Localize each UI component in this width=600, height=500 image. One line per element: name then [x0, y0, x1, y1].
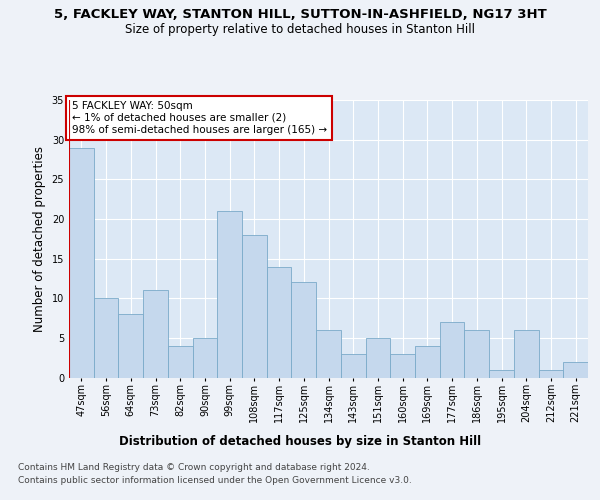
Bar: [242, 235, 267, 378]
Text: Distribution of detached houses by size in Stanton Hill: Distribution of detached houses by size …: [119, 435, 481, 448]
Text: 5 FACKLEY WAY: 50sqm
← 1% of detached houses are smaller (2)
98% of semi-detache: 5 FACKLEY WAY: 50sqm ← 1% of detached ho…: [71, 102, 327, 134]
Text: Contains HM Land Registry data © Crown copyright and database right 2024.: Contains HM Land Registry data © Crown c…: [18, 462, 370, 471]
Bar: [292, 282, 316, 378]
Bar: [341, 354, 365, 378]
Bar: [390, 354, 415, 378]
Bar: [193, 338, 217, 378]
Bar: [118, 314, 143, 378]
Bar: [217, 211, 242, 378]
Bar: [94, 298, 118, 378]
Bar: [440, 322, 464, 378]
Bar: [464, 330, 489, 378]
Bar: [316, 330, 341, 378]
Bar: [168, 346, 193, 378]
Text: 5, FACKLEY WAY, STANTON HILL, SUTTON-IN-ASHFIELD, NG17 3HT: 5, FACKLEY WAY, STANTON HILL, SUTTON-IN-…: [53, 8, 547, 20]
Bar: [415, 346, 440, 378]
Bar: [563, 362, 588, 378]
Bar: [143, 290, 168, 378]
Bar: [365, 338, 390, 378]
Bar: [267, 266, 292, 378]
Y-axis label: Number of detached properties: Number of detached properties: [33, 146, 46, 332]
Text: Size of property relative to detached houses in Stanton Hill: Size of property relative to detached ho…: [125, 22, 475, 36]
Bar: [514, 330, 539, 378]
Text: Contains public sector information licensed under the Open Government Licence v3: Contains public sector information licen…: [18, 476, 412, 485]
Bar: [489, 370, 514, 378]
Bar: [69, 148, 94, 378]
Bar: [539, 370, 563, 378]
